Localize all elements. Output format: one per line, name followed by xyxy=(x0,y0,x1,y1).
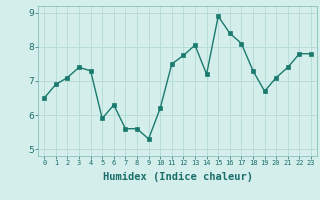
X-axis label: Humidex (Indice chaleur): Humidex (Indice chaleur) xyxy=(103,172,252,182)
